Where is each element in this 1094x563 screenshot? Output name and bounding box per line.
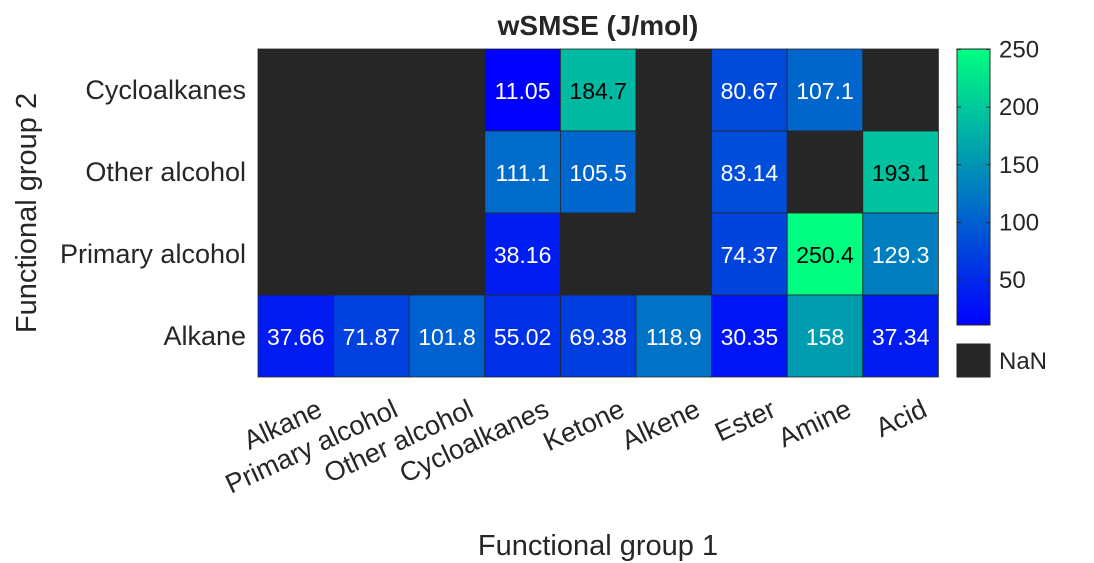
heatmap-cell [484,48,561,132]
y-axis-label: Functional group 2 [11,93,43,333]
cell-value-label: 184.7 [569,78,627,104]
cell-value-label: 37.66 [267,324,325,350]
nan-swatch [956,343,991,378]
colorbar-tick-label: 50 [999,267,1026,294]
cell-value-label: 71.87 [343,324,401,350]
cell-value-label: 38.16 [494,242,552,268]
heatmap-cell [560,48,637,132]
y-tick-label: Alkane [163,321,246,351]
colorbar: 50 100 150 200 250 NaN [956,36,1047,378]
heatmap-cell [560,130,637,214]
heatmap-cell [484,212,561,296]
heatmap-cell [484,130,561,214]
y-axis-tick-labels: Cycloalkanes Other alcohol Primary alcohol… [60,75,246,351]
cell-value-label: 111.1 [496,160,550,186]
heatmap-cell [786,294,864,378]
heatmap-cell [862,48,939,132]
heatmap-cell [333,130,410,214]
heatmap-cell [408,130,486,214]
heatmap-cell [408,48,486,132]
colorbar-ticks: 50 100 150 200 250 [957,36,1039,294]
cell-value-label: 158 [806,324,844,350]
colorbar-tick-label: 250 [999,36,1039,63]
heatmap-cell [257,48,334,132]
heatmap-cell [786,48,864,132]
heatmap-cell [786,130,864,214]
heatmap-cell [862,130,939,214]
y-tick-label: Cycloalkanes [85,75,246,105]
cell-value-label: 193.1 [872,160,930,186]
heatmap-cell [711,212,788,296]
heatmap-cell [711,130,788,214]
colorbar-tick-label: 100 [999,209,1039,236]
heatmap-cell [711,294,788,378]
heatmap-cell [484,294,561,378]
heatmap-cell [257,130,334,214]
heatmap-cell [635,212,712,296]
heatmap-cell [635,130,712,214]
x-tick-label: Alkene [617,394,705,456]
nan-label: NaN [999,348,1047,375]
x-axis-label: Functional group 1 [478,530,718,562]
cell-value-label: 30.35 [721,324,779,350]
heatmap-cell [257,294,334,378]
heatmap-cell [560,212,637,296]
colorbar-tick-label: 150 [999,152,1039,179]
cell-value-label: 11.05 [495,78,551,104]
cell-value-label: 69.38 [569,324,627,350]
y-tick-label: Other alcohol [85,157,246,187]
heatmap-value-labels: 11.05 184.7 80.67 107.1 111.1 105.5 83.14 193.1… [267,78,930,350]
x-tick-label: Acid [871,394,931,443]
cell-value-label: 55.02 [494,324,552,350]
heatmap-cell [862,212,939,296]
cell-value-label: 80.67 [721,78,779,104]
cell-value-label: 37.34 [872,324,930,350]
cell-value-label: 118.9 [646,324,702,350]
heatmap-cell [862,294,939,378]
colorbar-gradient [956,48,991,326]
colorbar-tick-label: 200 [999,94,1039,121]
heatmap-cell [408,212,486,296]
heatmap-cell [333,212,410,296]
heatmap-cells [257,48,939,378]
chart-title: wSMSE (J/mol) [497,10,699,41]
heatmap-cell [257,212,334,296]
y-tick-label: Primary alcohol [60,239,246,269]
cell-value-label: 83.14 [721,160,779,186]
x-tick-label: Amine [774,394,856,454]
heatmap-cell [333,48,410,132]
cell-value-label: 129.3 [872,242,930,268]
cell-value-label: 105.5 [569,160,627,186]
heatmap-cell [333,294,410,378]
cell-value-label: 250.4 [796,242,854,268]
cell-value-label: 107.1 [796,78,854,104]
x-tick-label: Ester [710,394,780,448]
cell-value-label: 74.37 [721,242,779,268]
x-tick-label: Ketone [539,394,629,457]
heatmap-cell [635,48,712,132]
cell-value-label: 101.8 [418,324,476,350]
